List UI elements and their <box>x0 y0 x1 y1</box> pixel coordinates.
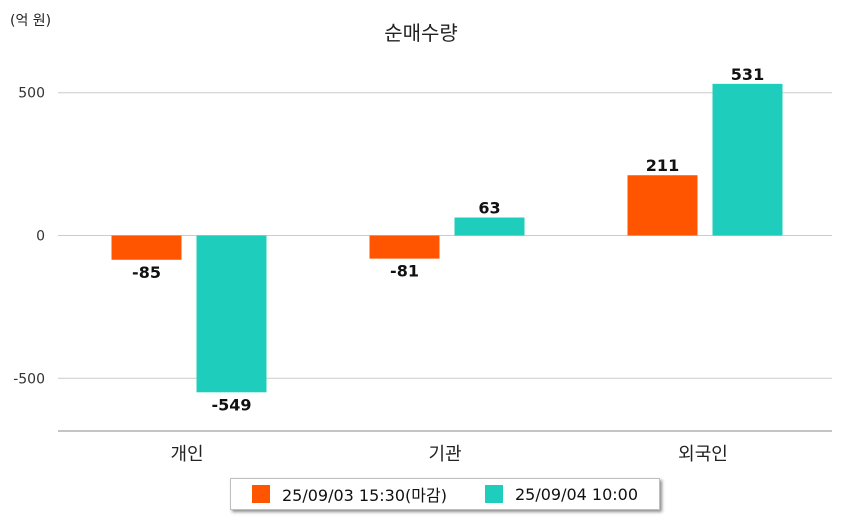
bar-series-2 <box>712 83 783 236</box>
data-label: 211 <box>646 156 679 175</box>
legend-swatch-series-2 <box>484 485 503 503</box>
data-label: -81 <box>390 262 419 281</box>
data-label: -85 <box>132 263 161 282</box>
x-tick-label: 외국인 <box>678 444 728 465</box>
legend-item-series-1[interactable]: 25/09/03 15:30(마감) <box>251 482 447 506</box>
bar-series-1 <box>627 175 698 236</box>
bar-series-1 <box>369 235 440 259</box>
bar-series-2 <box>454 217 525 236</box>
legend-swatch-series-1 <box>251 485 270 503</box>
x-tick-label: 개인 <box>170 444 203 465</box>
y-tick-label: -500 <box>13 371 45 387</box>
data-label: 63 <box>478 199 500 218</box>
data-label: -549 <box>211 395 251 414</box>
y-tick-label: 0 <box>36 229 45 245</box>
data-label: 531 <box>731 65 764 84</box>
chart-title: 순매수량 <box>384 21 458 45</box>
y-tick-label: 500 <box>18 86 45 102</box>
legend-label-series-2: 25/09/04 10:00 <box>514 484 639 504</box>
bar-chart: 500 0 -500 -85 -549 개인 -81 63 기관 211 531 외국인 <box>13 65 832 465</box>
bar-series-2 <box>196 235 267 393</box>
unit-label: (억 원) <box>10 13 52 29</box>
x-tick-label: 기관 <box>428 444 461 465</box>
legend-label-series-1: 25/09/03 15:30(마감) <box>281 486 447 505</box>
bar-series-1 <box>111 235 182 260</box>
legend-item-series-2[interactable]: 25/09/04 10:00 <box>484 484 639 504</box>
legend: 25/09/03 15:30(마감) 25/09/04 10:00 <box>230 478 660 510</box>
